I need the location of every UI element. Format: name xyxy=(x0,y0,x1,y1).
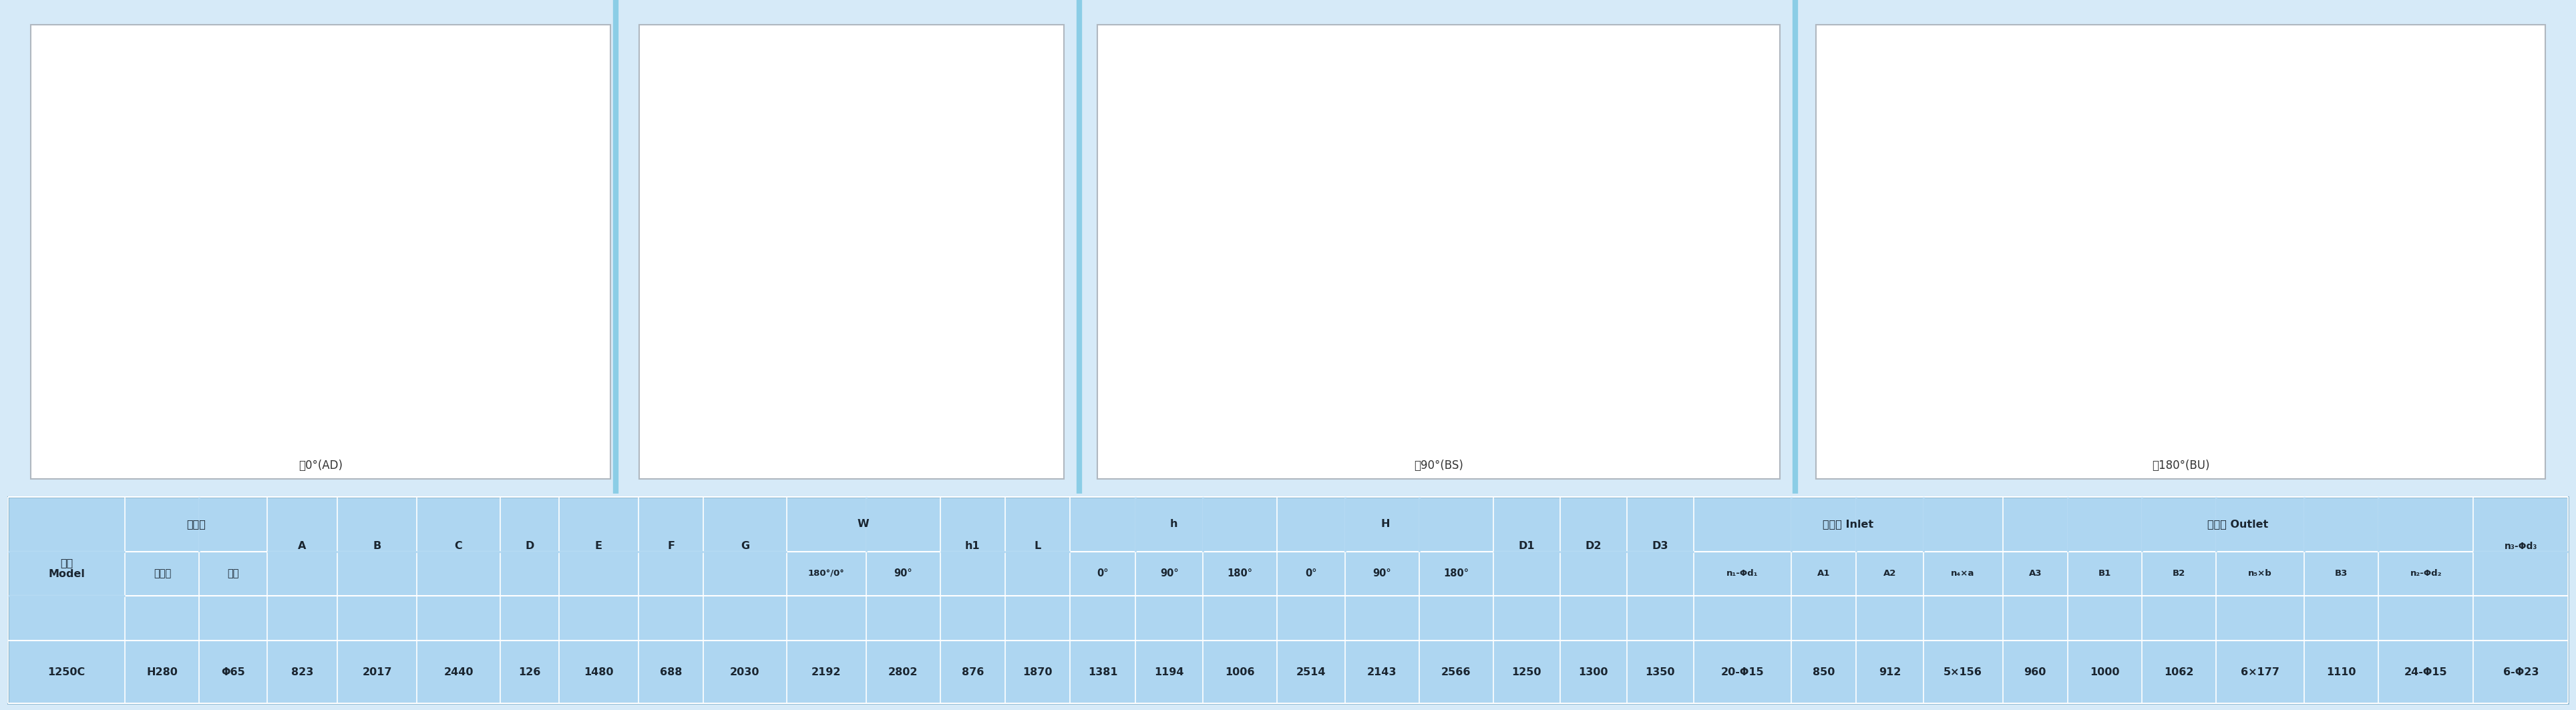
Text: B: B xyxy=(374,541,381,552)
Text: 2143: 2143 xyxy=(1368,667,1396,677)
Text: 6-Φ23: 6-Φ23 xyxy=(2504,667,2540,677)
Text: 2802: 2802 xyxy=(889,667,917,677)
Text: 机型
Model: 机型 Model xyxy=(49,558,85,579)
Text: 2017: 2017 xyxy=(363,667,392,677)
Text: D3: D3 xyxy=(1651,541,1669,552)
Text: 6×177: 6×177 xyxy=(2241,667,2280,677)
Text: 传动座: 传动座 xyxy=(185,519,206,529)
Text: 中心高: 中心高 xyxy=(155,569,170,579)
Text: 180°/0°: 180°/0° xyxy=(809,569,845,578)
Text: 126: 126 xyxy=(518,667,541,677)
Text: H: H xyxy=(1381,519,1388,529)
FancyBboxPatch shape xyxy=(1097,25,1780,479)
Text: D2: D2 xyxy=(1584,541,1602,552)
Text: 1006: 1006 xyxy=(1226,667,1255,677)
Text: 823: 823 xyxy=(291,667,314,677)
Text: W: W xyxy=(858,519,868,529)
Text: E: E xyxy=(595,541,603,552)
Text: 1250: 1250 xyxy=(1512,667,1540,677)
Text: 1870: 1870 xyxy=(1023,667,1054,677)
Text: B1: B1 xyxy=(2099,569,2112,578)
Text: 1062: 1062 xyxy=(2164,667,2195,677)
Text: 1350: 1350 xyxy=(1646,667,1674,677)
Text: B2: B2 xyxy=(2172,569,2184,578)
Text: n₃-Φd₃: n₃-Φd₃ xyxy=(2504,542,2537,551)
Text: A3: A3 xyxy=(2030,569,2043,578)
Text: 1194: 1194 xyxy=(1154,667,1185,677)
Text: 688: 688 xyxy=(659,667,683,677)
Text: Φ65: Φ65 xyxy=(222,667,245,677)
Text: n₁-Φd₁: n₁-Φd₁ xyxy=(1726,569,1759,578)
Text: 2566: 2566 xyxy=(1440,667,1471,677)
Text: 960: 960 xyxy=(2025,667,2045,677)
Text: G: G xyxy=(742,541,750,552)
Text: F: F xyxy=(667,541,675,552)
Text: H280: H280 xyxy=(147,667,178,677)
Text: 1110: 1110 xyxy=(2326,667,2357,677)
Text: n₄×a: n₄×a xyxy=(1950,569,1976,578)
Text: 2514: 2514 xyxy=(1296,667,1327,677)
Text: 90°: 90° xyxy=(894,569,912,579)
Text: n₅×b: n₅×b xyxy=(2249,569,2272,578)
Text: 912: 912 xyxy=(1878,667,1901,677)
Text: L: L xyxy=(1036,541,1041,552)
Text: 5×156: 5×156 xyxy=(1945,667,1984,677)
Text: 20-Φ15: 20-Φ15 xyxy=(1721,667,1765,677)
Text: n₂-Φd₂: n₂-Φd₂ xyxy=(2411,569,2442,578)
Text: 850: 850 xyxy=(1814,667,1834,677)
FancyBboxPatch shape xyxy=(8,497,2568,704)
Text: 进风口 Inlet: 进风口 Inlet xyxy=(1824,519,1873,529)
FancyBboxPatch shape xyxy=(639,25,1064,479)
Text: 1480: 1480 xyxy=(585,667,613,677)
Text: 轴径: 轴径 xyxy=(227,569,240,579)
Text: B3: B3 xyxy=(2334,569,2347,578)
Text: 1300: 1300 xyxy=(1579,667,1607,677)
Text: 180°: 180° xyxy=(1226,569,1252,579)
Text: 2440: 2440 xyxy=(443,667,474,677)
Text: A: A xyxy=(299,541,307,552)
Text: 1250C: 1250C xyxy=(49,667,85,677)
Text: 出风口 Outlet: 出风口 Outlet xyxy=(2208,519,2269,529)
Text: 0°: 0° xyxy=(1306,569,1316,579)
Text: 2030: 2030 xyxy=(729,667,760,677)
Text: 左180°(BU): 左180°(BU) xyxy=(2151,459,2210,471)
Text: 90°: 90° xyxy=(1159,569,1177,579)
Text: 90°: 90° xyxy=(1373,569,1391,579)
Text: 876: 876 xyxy=(961,667,984,677)
Text: D1: D1 xyxy=(1517,541,1535,552)
Text: h: h xyxy=(1170,519,1177,529)
Text: 1000: 1000 xyxy=(2089,667,2120,677)
Text: C: C xyxy=(453,541,464,552)
Text: 180°: 180° xyxy=(1443,569,1468,579)
FancyBboxPatch shape xyxy=(31,25,611,479)
Text: A1: A1 xyxy=(1816,569,1832,578)
Text: 24-Φ15: 24-Φ15 xyxy=(2403,667,2447,677)
Text: D: D xyxy=(526,541,533,552)
Text: A2: A2 xyxy=(1883,569,1896,578)
Text: h1: h1 xyxy=(966,541,981,552)
FancyBboxPatch shape xyxy=(1816,25,2545,479)
Text: 1381: 1381 xyxy=(1087,667,1118,677)
Text: 左90°(BS): 左90°(BS) xyxy=(1414,459,1463,471)
Text: 2192: 2192 xyxy=(811,667,842,677)
Text: 0°: 0° xyxy=(1097,569,1108,579)
Text: 右0°(AD): 右0°(AD) xyxy=(299,459,343,471)
